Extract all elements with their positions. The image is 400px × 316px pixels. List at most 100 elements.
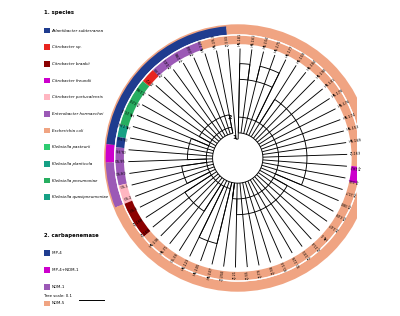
- Circle shape: [126, 46, 350, 270]
- Text: ZJ-244: ZJ-244: [186, 44, 194, 56]
- Text: Citrobacter portucalensis: Citrobacter portucalensis: [52, 95, 102, 99]
- Text: 2: 2: [228, 115, 232, 120]
- Text: GS-3: GS-3: [129, 207, 138, 214]
- Wedge shape: [120, 81, 149, 127]
- FancyBboxPatch shape: [44, 178, 50, 184]
- FancyBboxPatch shape: [44, 251, 50, 256]
- Text: HN-176: HN-176: [337, 100, 351, 109]
- Text: HN-29-1: HN-29-1: [211, 33, 218, 48]
- Text: ZJ-141: ZJ-141: [164, 57, 173, 68]
- Wedge shape: [152, 41, 202, 76]
- Text: GS-2: GS-2: [124, 196, 133, 202]
- Text: ZJ-79: ZJ-79: [258, 268, 263, 277]
- Text: HN-134: HN-134: [117, 120, 131, 128]
- Wedge shape: [115, 158, 370, 290]
- Text: NDM-5: NDM-5: [52, 301, 65, 305]
- FancyBboxPatch shape: [44, 128, 50, 133]
- Text: ZJ-114: ZJ-114: [312, 240, 322, 251]
- Text: ZJ-130: ZJ-130: [153, 65, 164, 76]
- Wedge shape: [106, 26, 227, 145]
- Text: Atlantibacter subterranea: Atlantibacter subterranea: [52, 28, 104, 33]
- Text: GS-95: GS-95: [115, 160, 126, 164]
- FancyBboxPatch shape: [44, 78, 50, 83]
- Text: ZJ-101: ZJ-101: [302, 248, 312, 259]
- Wedge shape: [115, 147, 127, 185]
- Text: GS-1: GS-1: [120, 184, 130, 190]
- Text: HN-169: HN-169: [349, 138, 362, 144]
- Text: HN-71: HN-71: [160, 245, 170, 256]
- Text: ZJ-196: ZJ-196: [136, 85, 147, 95]
- Text: HN-1: HN-1: [320, 231, 330, 240]
- Text: Citrobacter sp.: Citrobacter sp.: [52, 45, 81, 49]
- Text: ZJ-162: ZJ-162: [350, 164, 361, 169]
- FancyBboxPatch shape: [44, 301, 50, 306]
- Text: ZJ-123: ZJ-123: [129, 96, 141, 105]
- Text: Klebsiella planticola: Klebsiella planticola: [52, 162, 92, 166]
- Text: 1: 1: [232, 135, 237, 140]
- Wedge shape: [144, 182, 358, 281]
- Text: HN-154: HN-154: [262, 35, 269, 49]
- Circle shape: [112, 32, 364, 284]
- Text: ZJ-217: ZJ-217: [345, 188, 357, 196]
- Text: HN-184: HN-184: [306, 58, 317, 71]
- FancyBboxPatch shape: [44, 28, 50, 33]
- Text: HN-21-2: HN-21-2: [120, 107, 135, 116]
- Text: ZJ-44L: ZJ-44L: [348, 177, 359, 182]
- Wedge shape: [124, 201, 150, 237]
- Circle shape: [126, 46, 350, 270]
- Wedge shape: [351, 158, 360, 167]
- Text: ZJ-169: ZJ-169: [141, 227, 152, 238]
- Circle shape: [126, 46, 350, 270]
- Text: ZJ-72: ZJ-72: [146, 76, 155, 85]
- Text: Klebsiella quasipneumoniae: Klebsiella quasipneumoniae: [52, 195, 108, 199]
- Wedge shape: [226, 26, 370, 158]
- Text: Citrobacter braakii: Citrobacter braakii: [52, 62, 89, 66]
- Text: GS-80: GS-80: [116, 172, 127, 177]
- Text: IMP-4: IMP-4: [52, 251, 62, 255]
- FancyBboxPatch shape: [44, 45, 50, 50]
- Wedge shape: [116, 137, 126, 148]
- Wedge shape: [117, 124, 128, 138]
- Circle shape: [108, 29, 367, 287]
- Text: GS-96: GS-96: [115, 147, 126, 152]
- Text: ZJ-147: ZJ-147: [328, 221, 340, 231]
- Wedge shape: [349, 166, 360, 184]
- Text: HN-161: HN-161: [250, 33, 256, 47]
- FancyBboxPatch shape: [44, 194, 50, 200]
- Wedge shape: [142, 70, 159, 86]
- Text: HN-177: HN-177: [285, 44, 295, 58]
- Circle shape: [104, 24, 372, 292]
- Text: 2. carbapenemase: 2. carbapenemase: [44, 233, 99, 238]
- Text: Klebsiella pneumoniae: Klebsiella pneumoniae: [52, 179, 97, 183]
- Wedge shape: [106, 162, 123, 208]
- FancyBboxPatch shape: [44, 267, 50, 273]
- Text: HN-107: HN-107: [206, 267, 213, 281]
- FancyBboxPatch shape: [44, 284, 50, 289]
- Text: HN-153: HN-153: [346, 125, 360, 132]
- Text: ZJ-56: ZJ-56: [270, 264, 276, 274]
- Text: Tree scale: 0.1: Tree scale: 0.1: [44, 295, 72, 298]
- Text: SD-126: SD-126: [292, 254, 302, 268]
- Text: ZJ-21: ZJ-21: [233, 270, 237, 279]
- FancyBboxPatch shape: [44, 111, 50, 117]
- Text: SD-14: SD-14: [281, 260, 289, 271]
- Text: NDM-1: NDM-1: [52, 285, 65, 289]
- Circle shape: [108, 28, 368, 288]
- Wedge shape: [200, 36, 228, 50]
- Text: ZJ-296: ZJ-296: [174, 50, 184, 62]
- Text: Klebsiella pasteurii: Klebsiella pasteurii: [52, 145, 90, 149]
- Text: IMP-4+NDM-1: IMP-4+NDM-1: [52, 268, 79, 272]
- Text: HN-181: HN-181: [238, 33, 242, 46]
- FancyBboxPatch shape: [44, 61, 50, 67]
- Wedge shape: [118, 184, 132, 204]
- Text: HN-178: HN-178: [331, 88, 344, 99]
- Text: HN-105: HN-105: [193, 263, 202, 277]
- Text: HN-190: HN-190: [315, 67, 328, 80]
- Text: HN-159: HN-159: [296, 51, 306, 64]
- FancyBboxPatch shape: [44, 144, 50, 150]
- Text: HN-123: HN-123: [181, 258, 190, 272]
- Text: HN-174: HN-174: [342, 112, 356, 120]
- Text: ZJ-168: ZJ-168: [133, 217, 144, 227]
- FancyBboxPatch shape: [44, 94, 50, 100]
- Text: Enterobacter hormaechei: Enterobacter hormaechei: [52, 112, 103, 116]
